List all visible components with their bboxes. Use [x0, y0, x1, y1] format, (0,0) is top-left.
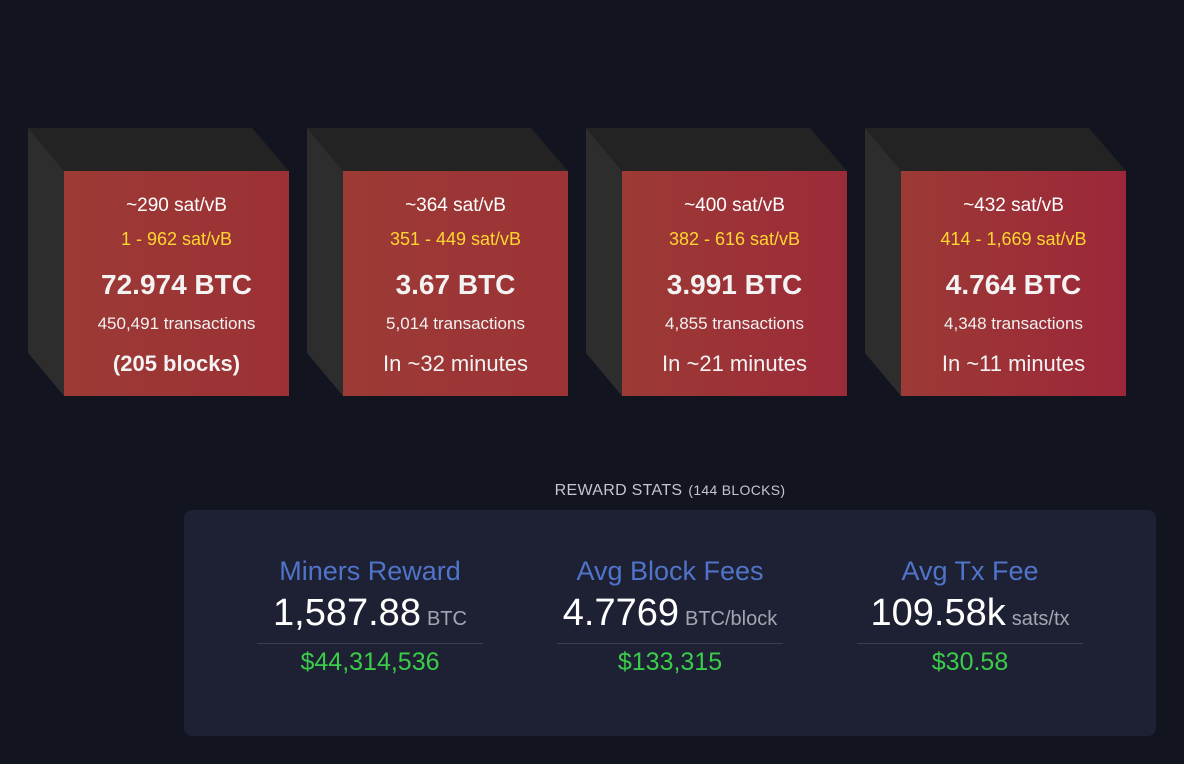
block-size: 3.991 BTC [666, 269, 803, 300]
stat-value: 1,587.88 BTC [257, 592, 483, 644]
stat-number: 109.58k [870, 592, 1006, 634]
block-size: 72.974 BTC [101, 269, 252, 300]
stat-unit: sats/tx [1011, 608, 1070, 630]
transaction-count: 5,014 transactions [386, 314, 525, 333]
block-front-face: ~400 sat/vB 382 - 616 sat/vB 3.991 BTC 4… [622, 171, 847, 396]
block-front-face: ~364 sat/vB 351 - 449 sat/vB 3.67 BTC 5,… [343, 171, 568, 396]
fee-range: 1 - 962 sat/vB [120, 229, 233, 249]
stat-avg-block-fees: Avg Block Fees 4.7769 BTC/block $133,315 [557, 554, 783, 677]
fee-range: 382 - 616 sat/vB [668, 229, 801, 249]
block-top-face [307, 128, 568, 171]
median-fee: ~364 sat/vB [405, 195, 506, 216]
block-side-face [865, 128, 901, 396]
stat-fiat-value: $133,315 [617, 648, 723, 676]
reward-stats-title: REWARD STATS (144 BLOCKS) [184, 482, 1156, 500]
reward-stats-card: Miners Reward 1,587.88 BTC $44,314,536 Av… [184, 510, 1156, 736]
median-fee: ~400 sat/vB [684, 195, 785, 216]
mempool-block[interactable]: ~364 sat/vB 351 - 449 sat/vB 3.67 BTC 5,… [307, 128, 568, 396]
block-side-face [28, 128, 64, 396]
block-eta: In ~11 minutes [941, 351, 1086, 376]
block-front-face: ~432 sat/vB 414 - 1,669 sat/vB 4.764 BTC… [901, 171, 1126, 396]
block-size: 4.764 BTC [945, 269, 1082, 300]
mempool-block[interactable]: ~290 sat/vB 1 - 962 sat/vB 72.974 BTC 45… [28, 128, 289, 396]
transaction-count: 4,855 transactions [665, 314, 804, 333]
block-eta: (205 blocks) [112, 351, 241, 376]
reward-stats-subtitle: (144 BLOCKS) [688, 482, 786, 498]
transaction-count: 4,348 transactions [944, 314, 1083, 333]
block-side-face [586, 128, 622, 396]
block-top-face [586, 128, 847, 171]
stat-avg-tx-fee: Avg Tx Fee 109.58k sats/tx $30.58 [857, 554, 1083, 677]
fee-range: 414 - 1,669 sat/vB [940, 229, 1087, 249]
mempool-block[interactable]: ~432 sat/vB 414 - 1,669 sat/vB 4.764 BTC… [865, 128, 1126, 396]
stat-unit: BTC/block [684, 608, 778, 630]
stat-value: 109.58k sats/tx [857, 592, 1083, 644]
stat-label: Avg Block Fees [576, 556, 764, 586]
stat-number: 1,587.88 [273, 592, 421, 634]
median-fee: ~432 sat/vB [963, 195, 1064, 216]
stat-fiat-value: $44,314,536 [300, 648, 440, 676]
stat-miners-reward: Miners Reward 1,587.88 BTC $44,314,536 [257, 554, 483, 677]
block-size: 3.67 BTC [395, 269, 516, 300]
transaction-count: 450,491 transactions [97, 314, 256, 333]
reward-stats-heading: REWARD STATS [554, 482, 683, 499]
block-eta: In ~21 minutes [662, 351, 807, 376]
median-fee: ~290 sat/vB [126, 195, 227, 216]
block-top-face [28, 128, 289, 171]
stat-value: 4.7769 BTC/block [557, 592, 783, 644]
block-eta: In ~32 minutes [383, 351, 528, 376]
mempool-block[interactable]: ~400 sat/vB 382 - 616 sat/vB 3.991 BTC 4… [586, 128, 847, 396]
fee-range: 351 - 449 sat/vB [389, 229, 522, 249]
block-top-face [865, 128, 1126, 171]
stat-label: Avg Tx Fee [901, 556, 1039, 586]
stat-fiat-value: $30.58 [931, 648, 1009, 676]
stat-unit: BTC [426, 608, 467, 630]
stat-label: Miners Reward [279, 556, 461, 586]
block-side-face [307, 128, 343, 396]
block-front-face: ~290 sat/vB 1 - 962 sat/vB 72.974 BTC 45… [64, 171, 289, 396]
stat-number: 4.7769 [562, 592, 679, 634]
